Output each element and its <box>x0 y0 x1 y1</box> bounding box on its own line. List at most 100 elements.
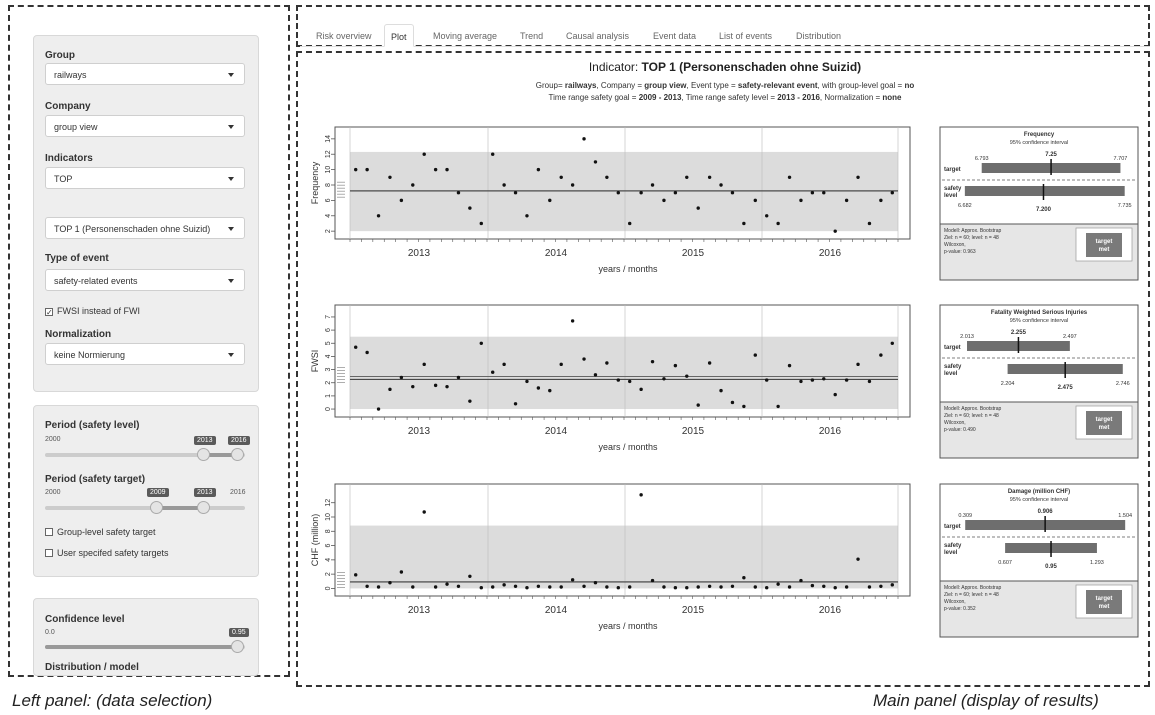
data-point <box>787 363 792 368</box>
target-high: 1.504 <box>1118 513 1132 519</box>
tab-trend[interactable]: Trend <box>520 31 544 41</box>
normalization-select[interactable]: keine Normierung <box>45 343 245 365</box>
data-point <box>776 404 780 409</box>
period-target-to-handle[interactable] <box>197 501 210 514</box>
fwsi-checkbox[interactable]: ✓ FWSI instead of FWI <box>45 306 140 317</box>
data-point <box>354 345 358 349</box>
y-axis-label: Frequency <box>310 161 320 204</box>
tab-risk-overview[interactable]: Risk overview <box>316 31 372 41</box>
x-axis-label: years / months <box>598 264 658 274</box>
data-point <box>388 175 392 180</box>
type-of-event-select[interactable]: safety-related events <box>45 269 245 291</box>
distribution-label: Distribution / model <box>45 662 139 673</box>
data-point <box>662 198 666 203</box>
confidence-label: Confidence level <box>45 614 125 625</box>
indicator-select[interactable]: TOP 1 (Personenschaden ohne Suizid) <box>45 217 245 239</box>
summary-title: Frequency <box>1024 132 1055 138</box>
safety-band <box>350 525 898 589</box>
user-target-checkbox[interactable]: User specifed safety targets <box>45 548 169 558</box>
x-tick-label: 2014 <box>545 426 568 437</box>
period-level-to-handle[interactable] <box>231 448 244 461</box>
period-target-from-handle[interactable] <box>150 501 163 514</box>
data-point <box>433 585 438 589</box>
period-level-from-handle[interactable] <box>197 448 210 461</box>
period-level-label: Period (safety level) <box>45 420 140 431</box>
data-point <box>833 392 837 397</box>
tab-distribution[interactable]: Distribution <box>796 31 842 41</box>
subtitle-2-run: , Normalization = <box>819 93 883 102</box>
data-point <box>559 175 563 180</box>
target-mid: 0.906 <box>1038 509 1054 515</box>
data-point <box>536 584 541 588</box>
period-level-range <box>204 453 238 457</box>
data-point <box>422 510 426 514</box>
period-level-min: 2000 <box>45 436 61 443</box>
data-point <box>639 493 643 497</box>
company-value: group view <box>54 122 98 132</box>
data-point <box>513 584 518 588</box>
tab-bar: Risk overview Plot Moving average Trend … <box>300 20 1150 47</box>
group-select[interactable]: railways <box>45 63 245 85</box>
data-point <box>822 190 826 195</box>
indicator-title-prefix: Indicator: <box>588 60 639 74</box>
level-low: 6.682 <box>958 203 972 209</box>
verdict-text: met <box>1099 247 1110 253</box>
data-point <box>879 584 883 588</box>
data-point <box>411 384 415 389</box>
selection-panel <box>33 35 259 392</box>
main-panel-outline <box>296 51 1150 687</box>
data-point <box>354 573 358 577</box>
x-tick-label: 2016 <box>819 248 842 259</box>
subtitle-2-run: , Time range safety level = <box>681 93 778 102</box>
data-point <box>639 387 643 392</box>
confidence-min: 0.0 <box>45 629 55 636</box>
data-point <box>548 585 552 589</box>
data-point <box>753 198 757 203</box>
y-tick-label: 2 <box>325 381 332 385</box>
confidence-handle[interactable] <box>231 640 244 653</box>
tab-moving-average[interactable]: Moving average <box>433 31 498 41</box>
level-label: level <box>944 371 958 377</box>
summary-subtitle: 95% confidence interval <box>1010 497 1068 503</box>
data-point <box>879 198 883 203</box>
y-tick-label: 10 <box>325 513 332 521</box>
target-high: 2.497 <box>1063 334 1077 340</box>
verdict-text: target <box>1096 239 1113 245</box>
data-point <box>776 221 780 226</box>
summary-title: Damage (million CHF) <box>1008 489 1070 495</box>
data-point <box>525 214 529 218</box>
data-point <box>719 183 723 187</box>
data-point <box>479 221 483 226</box>
x-tick-label: 2013 <box>408 248 431 259</box>
summary-title: Fatality Weighted Serious Injuries <box>991 310 1088 316</box>
group-target-checkbox-label: Group-level safety target <box>57 527 156 537</box>
type-of-event-value: safety-related events <box>54 276 138 286</box>
company-select[interactable]: group view <box>45 115 245 137</box>
tab-causal-analysis[interactable]: Causal analysis <box>566 31 630 41</box>
type-of-event-label: Type of event <box>45 253 109 264</box>
x-tick-label: 2015 <box>682 605 705 616</box>
data-point <box>730 400 735 405</box>
level-low: 0.607 <box>998 560 1012 566</box>
summary-info-line: Wilcoxon, <box>944 599 966 605</box>
level-high: 2.746 <box>1116 381 1130 387</box>
chevron-down-icon <box>228 353 234 357</box>
data-point <box>468 399 472 403</box>
tab-list-of-events[interactable]: List of events <box>719 31 773 41</box>
data-point <box>822 377 826 381</box>
data-point <box>753 585 757 589</box>
data-point <box>810 190 815 195</box>
tab-event-data[interactable]: Event data <box>653 31 697 41</box>
data-point <box>673 190 678 195</box>
x-tick-label: 2013 <box>408 426 431 437</box>
subtitle-1-run: no <box>904 81 915 90</box>
tab-plot[interactable]: Plot <box>384 24 414 47</box>
data-point <box>479 341 483 345</box>
indicators-select[interactable]: TOP <box>45 167 245 189</box>
data-point <box>787 175 792 180</box>
data-point <box>650 359 655 364</box>
group-target-checkbox[interactable]: Group-level safety target <box>45 527 156 537</box>
verdict-badge <box>1086 590 1122 614</box>
subtitle-1-run: railways <box>564 81 597 90</box>
x-tick-label: 2013 <box>408 605 431 616</box>
